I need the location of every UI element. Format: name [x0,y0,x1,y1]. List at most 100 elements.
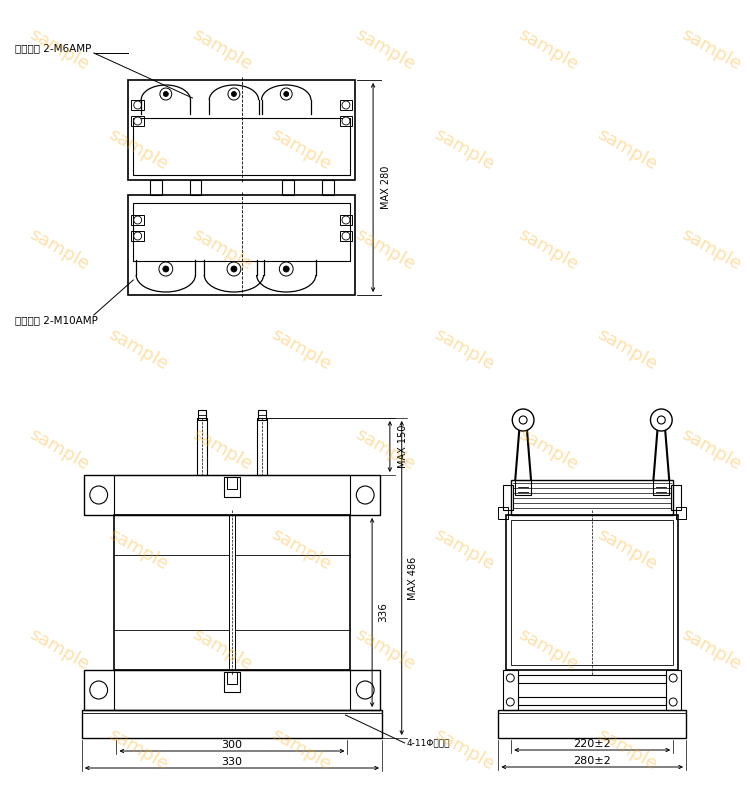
Circle shape [90,486,107,504]
Circle shape [356,681,374,699]
Circle shape [279,262,293,276]
Text: sample: sample [352,225,418,274]
Text: sample: sample [594,126,660,175]
Bar [512,520,674,665]
Bar [128,80,355,180]
Bar [503,485,513,510]
Circle shape [519,416,527,424]
Text: sample: sample [268,726,334,774]
Text: sample: sample [678,26,744,74]
Circle shape [342,232,350,240]
Bar [340,215,352,225]
Text: MAX 150: MAX 150 [398,425,408,468]
Circle shape [160,88,172,100]
Bar [515,480,531,495]
Text: sample: sample [678,426,744,474]
Circle shape [134,232,142,240]
Circle shape [159,262,172,276]
Bar [518,697,666,705]
Circle shape [134,117,142,125]
Text: sample: sample [26,26,92,74]
Bar [131,215,144,225]
Bar [113,515,350,670]
Text: 336: 336 [378,603,388,622]
Circle shape [669,698,677,706]
Text: sample: sample [594,526,660,574]
Text: sample: sample [26,426,92,474]
Circle shape [228,88,240,100]
Text: 300: 300 [221,740,242,750]
Circle shape [342,117,350,125]
Bar [224,477,240,497]
Text: sample: sample [431,526,497,574]
Text: sample: sample [105,526,171,574]
Text: sample: sample [594,326,660,374]
Bar [499,507,508,519]
Bar [131,100,144,110]
Bar [676,507,686,519]
Text: 4-11Φ取付穴: 4-11Φ取付穴 [406,739,450,747]
Circle shape [280,88,292,100]
Circle shape [227,262,241,276]
Circle shape [284,91,289,96]
Text: sample: sample [189,426,255,474]
Bar [84,670,380,710]
Text: sample: sample [431,326,497,374]
Circle shape [134,101,142,109]
Bar [512,480,674,515]
Bar [197,418,207,475]
Bar [518,675,666,683]
Circle shape [657,416,665,424]
Text: sample: sample [431,126,497,175]
Text: sample: sample [514,26,580,74]
Bar [506,515,678,670]
Bar [150,180,162,195]
Text: 280±2: 280±2 [573,756,611,766]
Text: 一次端子 2-M6AMP: 一次端子 2-M6AMP [15,43,92,53]
Circle shape [284,266,290,272]
Text: sample: sample [189,625,255,674]
Text: MAX 486: MAX 486 [408,557,418,600]
Text: sample: sample [514,625,580,674]
Circle shape [232,91,236,96]
Text: sample: sample [514,426,580,474]
Circle shape [506,698,515,706]
Bar [82,710,382,738]
Bar [503,670,518,710]
Bar [134,203,350,261]
Bar [190,180,201,195]
Circle shape [164,91,168,96]
Text: sample: sample [431,726,497,774]
Text: sample: sample [678,625,744,674]
Text: sample: sample [268,326,334,374]
Bar [499,710,686,738]
Text: sample: sample [678,225,744,274]
Text: sample: sample [352,625,418,674]
Text: sample: sample [594,726,660,774]
Bar [340,116,352,126]
Bar [224,672,240,692]
Bar [282,180,294,195]
Bar [113,670,350,710]
Text: sample: sample [352,26,418,74]
Circle shape [342,216,350,224]
Text: sample: sample [189,225,255,274]
Text: MAX 280: MAX 280 [381,166,391,209]
Text: 二次端子 2-M10AMP: 二次端子 2-M10AMP [15,315,98,325]
Text: 330: 330 [221,757,242,767]
Circle shape [356,486,374,504]
Text: 220±2: 220±2 [573,739,611,749]
Bar [340,100,352,110]
Bar [134,118,350,175]
Text: sample: sample [26,625,92,674]
Bar [666,670,681,710]
Circle shape [163,266,169,272]
Circle shape [650,409,672,431]
Bar [227,477,237,489]
Circle shape [90,681,107,699]
Circle shape [342,101,350,109]
Circle shape [231,266,237,272]
Bar [128,195,355,295]
Circle shape [134,216,142,224]
Text: sample: sample [352,426,418,474]
